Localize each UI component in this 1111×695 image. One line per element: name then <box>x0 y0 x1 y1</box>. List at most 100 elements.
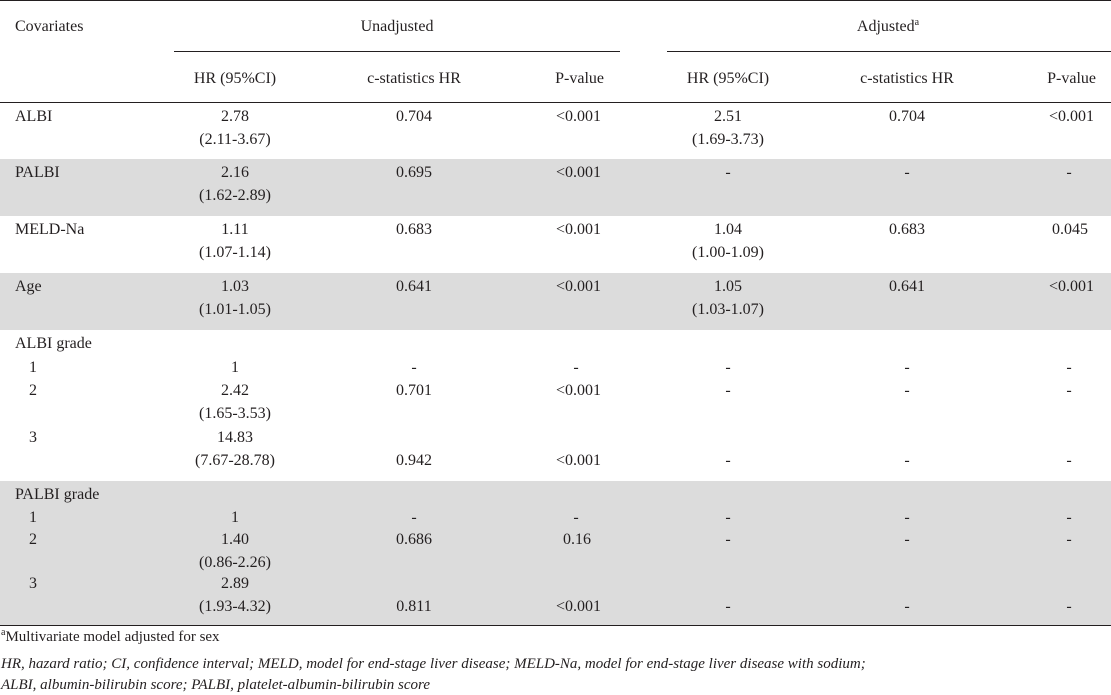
cell-palbi-u-c: 0.695 <box>396 164 432 181</box>
cell-palbi-u-p: <0.001 <box>555 164 601 181</box>
palbi-grade-3-u-hr: 2.89 <box>221 575 249 592</box>
albi-grade-1-a-c: - <box>904 359 910 376</box>
footnote-abbreviations-1: HR, hazard ratio; CI, confidence interva… <box>1 656 866 672</box>
cell-palbi-u-hr: 2.16 <box>221 164 249 181</box>
col-header-u-c: c-statistics HR <box>367 70 461 87</box>
cell-age-u-c: 0.641 <box>396 278 432 295</box>
albi-grade-3-u-p: <0.001 <box>555 452 601 469</box>
albi-grade-2-label: 2 <box>29 382 37 399</box>
cell-albi-a-hr: 2.51 <box>714 108 742 125</box>
row-shade-palbi <box>0 159 1111 216</box>
cell-age-a-c: 0.641 <box>889 278 925 295</box>
palbi-grade-2-u-c: 0.686 <box>396 531 432 548</box>
albi-grade-3-a-c: - <box>904 452 910 469</box>
albi-grade-3-label: 3 <box>29 429 37 446</box>
albi-grade-3-u-ci: (7.67-28.78) <box>195 452 275 469</box>
header-adjusted-mark: a <box>914 17 920 28</box>
cell-meld-u-hr: 1.11 <box>221 221 249 238</box>
palbi-grade-3-a-c: - <box>904 598 910 615</box>
cell-meld-a-c: 0.683 <box>889 221 925 238</box>
albi-grade-1-u-hr: 1 <box>231 359 239 376</box>
cell-meld-a-p: 0.045 <box>1052 221 1088 238</box>
row-label-age: Age <box>15 278 42 295</box>
row-shade-palbi-grade <box>0 481 1111 625</box>
palbi-grade-2-a-p: - <box>1066 531 1072 548</box>
palbi-grade-1-a-p: - <box>1066 509 1072 526</box>
row-label-palbi: PALBI <box>15 164 60 181</box>
albi-grade-3-u-hr: 14.83 <box>217 429 253 446</box>
cell-meld-a-hr: 1.04 <box>714 221 742 238</box>
cell-age-u-ci: (1.01-1.05) <box>199 301 271 318</box>
palbi-grade-3-u-ci: (1.93-4.32) <box>199 598 271 615</box>
albi-grade-2-u-ci: (1.65-3.53) <box>199 405 271 422</box>
footnote-mark: a <box>1 627 6 638</box>
albi-grade-1-a-p: - <box>1066 359 1072 376</box>
row-shade-age <box>0 273 1111 330</box>
cell-albi-a-c: 0.704 <box>889 108 925 125</box>
palbi-grade-2-u-ci: (0.86-2.26) <box>199 554 271 571</box>
albi-grade-3-a-p: - <box>1066 452 1072 469</box>
albi-grade-2-u-p: <0.001 <box>555 382 601 399</box>
cell-albi-u-c: 0.704 <box>396 108 432 125</box>
palbi-grade-2-u-hr: 1.40 <box>221 531 249 548</box>
cell-age-a-hr: 1.05 <box>714 278 742 295</box>
row-label-palbi-grade: PALBI grade <box>15 486 100 503</box>
col-header-a-c: c-statistics HR <box>860 70 954 87</box>
albi-grade-2-u-c: 0.701 <box>396 382 432 399</box>
header-adjusted-group: Adjusteda <box>857 16 919 38</box>
albi-grade-2-a-p: - <box>1066 382 1072 399</box>
palbi-grade-1-label: 1 <box>29 509 37 526</box>
top-rule <box>0 0 1111 1</box>
palbi-grade-3-label: 3 <box>29 575 37 592</box>
cell-albi-u-p: <0.001 <box>555 108 601 125</box>
cell-palbi-a-c: - <box>904 164 910 181</box>
palbi-grade-3-a-hr: - <box>725 598 731 615</box>
row-label-albi: ALBI <box>15 108 53 125</box>
col-header-u-p: P-value <box>555 70 604 87</box>
albi-grade-1-label: 1 <box>29 359 37 376</box>
albi-grade-1-u-p: - <box>573 359 579 376</box>
albi-grade-3-u-c: 0.942 <box>396 452 432 469</box>
header-bottom-rule <box>0 102 1111 103</box>
palbi-grade-1-u-p: - <box>573 509 579 526</box>
header-adjusted: Adjusted <box>856 18 915 35</box>
adjusted-rule <box>667 51 1111 52</box>
cell-palbi-u-ci: (1.62-2.89) <box>199 187 271 204</box>
cell-meld-u-p: <0.001 <box>555 221 601 238</box>
albi-grade-1-u-c: - <box>411 359 417 376</box>
palbi-grade-3-a-p: - <box>1066 598 1072 615</box>
palbi-grade-1-u-c: - <box>411 509 417 526</box>
footnote-abbreviations-2: ALBI, albumin-bilirubin score; PALBI, pl… <box>1 677 430 693</box>
header-unadjusted: Unadjusted <box>360 18 434 35</box>
cell-albi-u-ci: (2.11-3.67) <box>199 131 271 148</box>
cell-age-a-ci: (1.03-1.07) <box>692 301 764 318</box>
cell-meld-a-ci: (1.00-1.09) <box>692 244 764 261</box>
col-header-a-p: P-value <box>1047 70 1096 87</box>
palbi-grade-2-a-c: - <box>904 531 910 548</box>
cell-palbi-a-p: - <box>1066 164 1072 181</box>
palbi-grade-1-a-hr: - <box>725 509 731 526</box>
palbi-grade-1-u-hr: 1 <box>231 509 239 526</box>
palbi-grade-2-a-hr: - <box>725 531 731 548</box>
albi-grade-2-a-hr: - <box>725 382 731 399</box>
palbi-grade-2-u-p: 0.16 <box>563 531 591 548</box>
albi-grade-2-a-c: - <box>904 382 910 399</box>
cell-age-a-p: <0.001 <box>1048 278 1094 295</box>
albi-grade-2-u-hr: 2.42 <box>221 382 249 399</box>
cell-palbi-a-hr: - <box>725 164 731 181</box>
palbi-grade-1-a-c: - <box>904 509 910 526</box>
cell-meld-u-ci: (1.07-1.14) <box>199 244 271 261</box>
col-header-u-hr: HR (95%CI) <box>193 70 277 87</box>
albi-grade-1-a-hr: - <box>725 359 731 376</box>
header-covariates: Covariates <box>15 18 84 35</box>
palbi-grade-2-label: 2 <box>29 531 37 548</box>
cell-albi-a-p: <0.001 <box>1048 108 1094 125</box>
unadjusted-rule <box>174 51 620 52</box>
table-bottom-rule <box>0 625 1111 626</box>
footnote-adjustment-text: Multivariate model adjusted for sex <box>5 629 220 645</box>
cell-meld-u-c: 0.683 <box>396 221 432 238</box>
footnote-adjustment: aMultivariate model adjusted for sex <box>1 627 220 647</box>
cell-albi-u-hr: 2.78 <box>221 108 249 125</box>
palbi-grade-3-u-c: 0.811 <box>396 598 432 615</box>
col-header-a-hr: HR (95%CI) <box>686 70 770 87</box>
